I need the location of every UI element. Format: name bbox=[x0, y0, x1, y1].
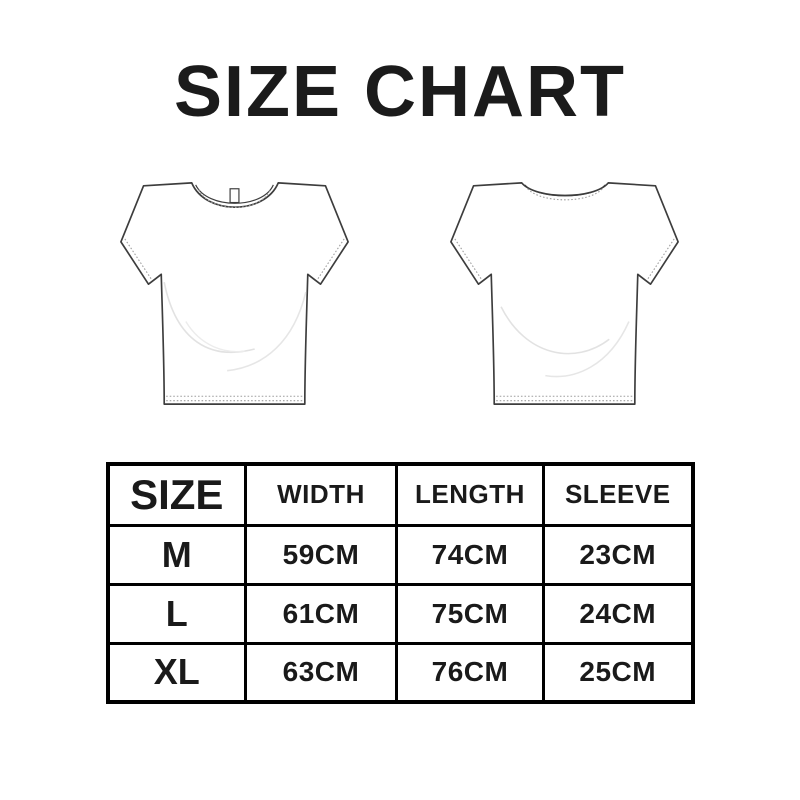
cell-l-sleeve: 24CM bbox=[542, 582, 694, 645]
cell-l-size: L bbox=[106, 582, 247, 645]
table-row-m: M 59CM 74CM 23CM bbox=[106, 523, 694, 586]
neck-tag bbox=[229, 188, 240, 204]
column-header-sleeve: SLEEVE bbox=[542, 462, 694, 527]
cell-m-size: M bbox=[106, 523, 247, 586]
cell-xl-size: XL bbox=[106, 641, 247, 704]
cell-xl-width: 63CM bbox=[244, 641, 398, 704]
size-table: SIZE WIDTH LENGTH SLEEVE M 59CM 74CM 23C… bbox=[105, 462, 695, 704]
tshirt-back-icon bbox=[450, 182, 679, 405]
cell-m-length: 74CM bbox=[395, 523, 545, 586]
cell-m-width: 59CM bbox=[244, 523, 398, 586]
cell-l-length: 75CM bbox=[395, 582, 545, 645]
table-row-l: L 61CM 75CM 24CM bbox=[106, 582, 694, 645]
cell-l-width: 61CM bbox=[244, 582, 398, 645]
table-header-row: SIZE WIDTH LENGTH SLEEVE bbox=[106, 462, 694, 527]
column-header-length: LENGTH bbox=[395, 462, 545, 527]
column-header-size: SIZE bbox=[106, 462, 247, 527]
cell-xl-length: 76CM bbox=[395, 641, 545, 704]
cell-m-sleeve: 23CM bbox=[542, 523, 694, 586]
column-header-width: WIDTH bbox=[244, 462, 398, 527]
size-table-container: SIZE WIDTH LENGTH SLEEVE M 59CM 74CM 23C… bbox=[0, 462, 800, 704]
tshirt-illustrations bbox=[0, 174, 800, 414]
table-row-xl: XL 63CM 76CM 25CM bbox=[106, 641, 694, 704]
page-title: SIZE CHART bbox=[174, 52, 626, 132]
tshirt-front-icon bbox=[120, 182, 349, 405]
cell-xl-sleeve: 25CM bbox=[542, 641, 694, 704]
